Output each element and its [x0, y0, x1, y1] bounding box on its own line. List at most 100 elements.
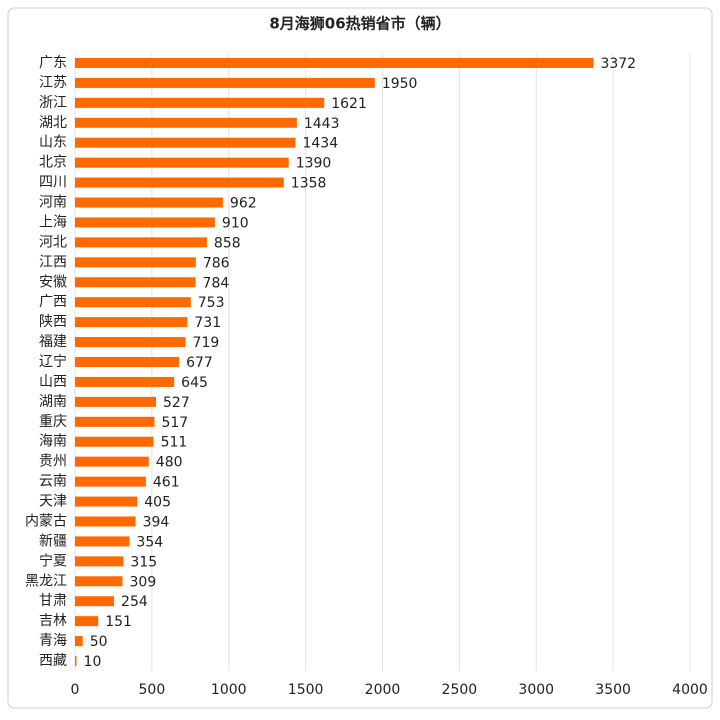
y-tick-label: 吉林	[39, 613, 67, 629]
value-label: 1434	[302, 136, 338, 152]
bar	[75, 596, 115, 607]
y-tick-label: 黑龙江	[25, 573, 67, 589]
y-tick-label: 山西	[39, 374, 67, 390]
bar	[75, 516, 136, 527]
x-tick-label: 1500	[288, 682, 324, 698]
value-label: 645	[181, 375, 208, 391]
x-tick-label: 3000	[518, 682, 554, 698]
bar	[75, 416, 155, 427]
bar	[75, 496, 138, 507]
value-label: 480	[156, 455, 183, 471]
y-tick-label: 海南	[39, 434, 67, 450]
value-label: 461	[153, 475, 180, 491]
value-label: 254	[121, 594, 148, 610]
value-label: 527	[163, 395, 190, 411]
value-label: 1950	[382, 76, 418, 92]
value-label: 354	[136, 534, 163, 550]
bar	[75, 197, 223, 208]
value-label: 1390	[296, 156, 332, 172]
value-label: 394	[143, 514, 170, 530]
y-tick-label: 湖北	[39, 115, 67, 131]
y-tick-label: 河北	[39, 234, 67, 250]
y-tick-label: 甘肃	[39, 593, 67, 609]
y-tick-label: 广东	[39, 55, 67, 71]
x-tick-label: 4000	[672, 682, 708, 698]
bar	[75, 257, 196, 268]
bar	[75, 297, 191, 308]
bar	[75, 137, 296, 148]
y-tick-label: 内蒙古	[25, 513, 67, 529]
bar	[75, 656, 77, 667]
value-label: 1358	[291, 176, 327, 192]
bar	[75, 337, 186, 348]
bar	[75, 636, 83, 647]
x-tick-label: 3500	[595, 682, 631, 698]
bar	[75, 556, 124, 567]
value-label: 151	[105, 614, 132, 630]
value-label: 731	[194, 315, 221, 331]
bar	[75, 576, 123, 587]
value-label: 858	[214, 235, 241, 251]
bar	[75, 77, 375, 88]
bar	[75, 376, 175, 387]
value-label: 517	[161, 415, 188, 431]
bar	[75, 616, 99, 627]
x-tick-label: 2500	[442, 682, 478, 698]
y-tick-label: 河南	[39, 195, 67, 211]
bar	[75, 536, 130, 547]
y-tick-label: 贵州	[39, 454, 67, 470]
bar	[75, 237, 207, 248]
value-label: 719	[193, 335, 220, 351]
value-label: 309	[130, 574, 157, 590]
value-label: 910	[222, 215, 249, 231]
value-label: 677	[186, 355, 213, 371]
bar	[75, 396, 157, 407]
x-tick-label: 500	[139, 682, 166, 698]
y-tick-label: 安徽	[39, 274, 67, 290]
value-label: 3372	[600, 56, 636, 72]
y-tick-label: 湖南	[39, 394, 67, 410]
x-tick-label: 0	[71, 682, 80, 698]
bar	[75, 357, 180, 367]
value-label: 1443	[304, 116, 340, 132]
bar	[75, 117, 297, 128]
y-tick-label: 江西	[39, 254, 67, 270]
bar	[75, 317, 188, 328]
bar	[75, 217, 215, 228]
bar	[75, 456, 149, 467]
bar	[75, 157, 289, 168]
y-tick-label: 北京	[39, 155, 67, 171]
value-label: 405	[144, 495, 171, 511]
y-tick-label: 云南	[39, 474, 67, 490]
value-label: 1621	[331, 96, 367, 112]
chart-title: 8月海狮06热销省市（辆）	[269, 15, 450, 33]
value-label: 962	[230, 196, 257, 212]
y-tick-label: 山东	[39, 135, 67, 151]
value-label: 511	[161, 435, 188, 451]
value-label: 784	[203, 275, 230, 291]
y-tick-label: 新疆	[39, 533, 67, 549]
bar	[75, 97, 325, 108]
bar	[75, 57, 594, 68]
y-tick-label: 陕西	[39, 314, 67, 330]
value-label: 315	[130, 554, 157, 570]
y-tick-label: 重庆	[39, 414, 67, 430]
value-label: 786	[203, 255, 230, 271]
y-tick-label: 青海	[39, 633, 67, 649]
y-tick-label: 江苏	[39, 75, 67, 91]
bar	[75, 436, 154, 447]
bar	[75, 476, 146, 487]
y-tick-label: 浙江	[39, 95, 67, 111]
value-label: 753	[198, 295, 225, 311]
y-tick-label: 天津	[39, 494, 67, 510]
y-tick-label: 广西	[39, 294, 67, 310]
y-tick-label: 西藏	[39, 653, 67, 669]
value-label: 50	[90, 634, 108, 650]
value-label: 10	[84, 654, 102, 670]
x-tick-label: 2000	[365, 682, 401, 698]
bar	[75, 177, 284, 188]
bar	[75, 277, 196, 288]
y-tick-label: 福建	[39, 334, 67, 350]
y-tick-label: 辽宁	[39, 353, 67, 370]
